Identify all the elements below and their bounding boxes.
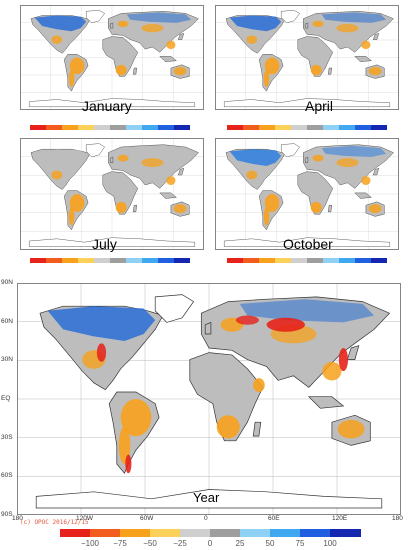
colorbar-segment (180, 529, 211, 537)
colorbar-segment (94, 125, 111, 130)
colorbar-segment (62, 258, 79, 263)
longitude-label: 180 (12, 515, 23, 522)
colorbar-segment (227, 258, 244, 263)
colorbar-segment (150, 529, 181, 537)
colorbar-segment (46, 125, 63, 130)
colorbar-segment (270, 529, 301, 537)
colorbar-segment (275, 258, 292, 263)
panel-label-july: July (92, 236, 117, 252)
colorbar-segment (300, 529, 331, 537)
colorbar-tick-label: −50 (143, 539, 157, 548)
colorbar-segment (291, 258, 308, 263)
latitude-label: 90S (1, 511, 13, 518)
colorbar-segment (142, 258, 159, 263)
world-map-october (215, 138, 399, 250)
map-panel-april (215, 5, 399, 110)
colorbar-segment (158, 125, 175, 130)
colorbar-segment (174, 125, 191, 130)
colorbar-segment (210, 529, 241, 537)
colorbar-segment (259, 125, 276, 130)
latitude-label: 30S (1, 433, 13, 441)
colorbar-segment (78, 258, 95, 263)
colorbar-segment (339, 125, 356, 130)
colorbar-segment (307, 258, 324, 263)
colorbar-segment (126, 258, 143, 263)
panel-label-april: April (305, 98, 334, 114)
colorbar-tick-label: 75 (295, 539, 305, 548)
colorbar-segment (355, 125, 372, 130)
colorbar-segment (60, 529, 91, 537)
colorbar-october (227, 258, 388, 263)
map-panel-january (20, 5, 204, 110)
longitude-label: 60E (268, 515, 280, 522)
colorbar-segment (323, 125, 340, 130)
panel-label-october: October (283, 236, 333, 252)
colorbar-segment (323, 258, 340, 263)
colorbar-segment (259, 258, 276, 263)
colorbar-segment (110, 125, 127, 130)
longitude-label: 120W (76, 515, 93, 522)
map-panel-july (20, 138, 204, 250)
longitude-label: 120E (332, 515, 348, 522)
colorbar-segment (30, 258, 47, 263)
colorbar-segment (275, 125, 292, 130)
colorbar-segment (371, 258, 388, 263)
colorbar-segment (94, 258, 111, 263)
colorbar-tick-label: −75 (113, 539, 127, 548)
colorbar-tick-label: 100 (323, 539, 337, 548)
latitude-label: EQ (1, 395, 11, 402)
colorbar-january (30, 125, 191, 130)
map-panel-october (215, 138, 399, 250)
colorbar-segment (110, 258, 127, 263)
colorbar-segment (30, 125, 47, 130)
world-map-april (215, 5, 399, 110)
colorbar-segment (126, 125, 143, 130)
colorbar-segment (174, 258, 191, 263)
world-map-january (20, 5, 204, 110)
colorbar-tick-label: −100 (80, 539, 100, 548)
colorbar-segment (90, 529, 121, 537)
colorbar-year (60, 529, 361, 537)
colorbar-segment (339, 258, 356, 263)
latitude-label: 90N (1, 279, 13, 286)
colorbar-segment (243, 258, 260, 263)
colorbar-segment (78, 125, 95, 130)
colorbar-segment (142, 125, 159, 130)
colorbar-segment (307, 125, 324, 130)
colorbar-april (227, 125, 388, 130)
colorbar-segment (227, 125, 244, 130)
colorbar-tick-label: 0 (207, 539, 213, 548)
colorbar-tick-label: 25 (235, 539, 245, 548)
colorbar-tick-label: −25 (173, 539, 187, 548)
colorbar-segment (243, 125, 260, 130)
longitude-label: 180 (392, 515, 403, 522)
colorbar-segment (291, 125, 308, 130)
colorbar-segment (355, 258, 372, 263)
longitude-label: 0 (204, 515, 208, 522)
panel-label-january: January (82, 98, 132, 114)
colorbar-segment (46, 258, 63, 263)
copyright-text: (c) OPOC 2016/12/15 (20, 519, 89, 526)
colorbar-segment (330, 529, 361, 537)
colorbar-july (30, 258, 191, 263)
latitude-label: 30N (1, 356, 13, 364)
latitude-label: 60S (1, 472, 13, 480)
panel-label-year: Year (193, 490, 220, 505)
colorbar-segment (120, 529, 151, 537)
colorbar-segment (240, 529, 271, 537)
world-map-year (17, 283, 401, 515)
colorbar-segment (158, 258, 175, 263)
colorbar-segment (371, 125, 388, 130)
colorbar-segment (62, 125, 79, 130)
colorbar-tick-label: 50 (265, 539, 275, 548)
world-map-july (20, 138, 204, 250)
latitude-label: 60N (1, 317, 13, 325)
map-panel-year (17, 283, 401, 515)
longitude-label: 60W (140, 515, 154, 522)
